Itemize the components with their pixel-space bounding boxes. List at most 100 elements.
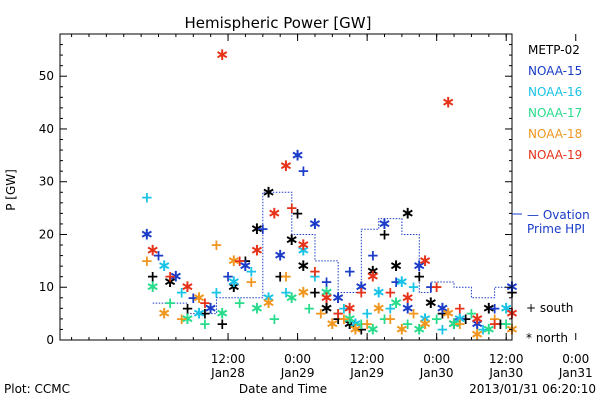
data-point: ∗ [250,219,264,239]
marker-key-entry: * north [526,331,568,345]
series-noaa-19: ∗+∗+∗+∗∗∗+∗+∗+∗+∗+ ∗∗+∗+∗ +∗ [146,45,520,333]
data-point: ∗ [377,214,391,234]
data-point: + [291,204,304,222]
data-point: ∗ [319,283,333,303]
data-point: + [210,284,223,302]
data-point: + [407,278,420,296]
legend-entry: NOAA-15 [528,64,582,78]
data-point: ∗ [319,288,333,308]
data-point: + [245,262,258,280]
data-point: + [146,268,159,286]
data-point: ∗ [343,309,357,329]
data-point: ∗ [296,235,310,255]
data-point: ∗ [482,298,496,318]
x-tick-date-label: Jan31 [558,366,593,380]
data-point: + [477,320,490,338]
data-point: ∗ [395,272,409,292]
y-tick-label: 50 [39,69,54,83]
data-point: + [222,268,235,286]
data-point: + [454,299,467,317]
data-point: + [233,294,246,312]
x-tick-date-label: Jan28 [210,366,245,380]
footer-right: 2013/01/31 06:20:10 [469,382,596,396]
data-point: ∗ [227,272,241,292]
data-point: ∗ [192,288,206,308]
data-point: ∗ [447,314,461,334]
ovation-label-line1: — Ovation [527,208,590,222]
data-point: ∗ [470,314,484,334]
data-point: + [436,320,449,338]
data-point: ∗ [447,314,461,334]
data-point: + [459,310,472,328]
data-point: + [309,268,322,286]
data-point: ∗ [146,240,160,260]
data-point: + [332,310,345,328]
data-point: ∗ [401,298,415,318]
data-point: ∗ [261,182,275,202]
data-point: + [436,305,449,323]
data-point: ∗ [401,288,415,308]
data-point: ∗ [389,293,403,313]
x-tick-time-label: 0:00 [423,352,450,366]
data-point: + [488,299,501,317]
x-tick-date-label: Jan29 [349,366,384,380]
data-point: + [233,252,246,270]
data-point: ∗ [401,203,415,223]
data-point: ∗ [412,256,426,276]
data-point: ∗ [296,256,310,276]
data-point: + [454,310,467,328]
data-point: + [274,268,287,286]
data-point: ∗ [261,288,275,308]
y-tick-label: 20 [39,227,54,241]
legend-entry: NOAA-16 [528,85,582,99]
data-point: + [355,315,368,333]
data-point: ∗ [441,93,455,113]
data-point: ∗ [296,240,310,260]
data-point: ∗ [348,314,362,334]
data-point: + [297,162,310,180]
data-point: + [199,294,212,312]
plot-frame [59,33,513,341]
data-point: ∗ [319,298,333,318]
data-point: + [367,247,380,265]
x-tick-date-label: Jan30 [419,366,454,380]
data-point: ∗ [308,214,322,234]
data-point: + [390,273,403,291]
data-point: ∗ [238,256,252,276]
data-point: ∗ [250,298,264,318]
data-point: ∗ [372,283,386,303]
data-point: + [384,310,397,328]
x-axis-label: Date and Time [239,382,327,396]
data-point: ∗ [424,293,438,313]
plot-area: + ∗+ ++∗+∗∗+∗+∗+∗+∗+∗+∗∗+∗+∗+∗++∗+∗+∗+∗+∗∗… [140,45,519,345]
data-point: + [245,273,258,291]
x-tick-time-label: 12:00 [211,352,246,366]
data-point: ∗ [296,283,310,303]
data-point: + [407,305,420,323]
y-tick-label: 30 [39,175,54,189]
data-point: ∗ [366,319,380,339]
data-point: ∗ [441,304,455,324]
x-tick-time-label: 12:00 [350,352,385,366]
ovation-label: — Ovation Prime HPI [527,208,590,236]
data-point: ∗ [418,309,432,329]
data-point: ∗ [215,304,229,324]
data-point: + [280,268,293,286]
data-point: ∗ [157,256,171,276]
data-point: + [268,310,281,328]
x-tick-time-label: 12:00 [489,352,524,366]
data-point: + [280,284,293,302]
data-point: ∗ [204,298,218,318]
data-point: + [141,252,154,270]
data-point: + [286,199,299,217]
data-point: ∗ [482,319,496,339]
data-point: + [181,299,194,317]
data-point: + [332,305,345,323]
data-point: + [216,315,229,333]
data-point: ∗ [331,288,345,308]
data-point: + [355,284,368,302]
data-point: ∗ [319,283,333,303]
data-point: ∗ [285,288,299,308]
data-point: ∗ [180,277,194,297]
